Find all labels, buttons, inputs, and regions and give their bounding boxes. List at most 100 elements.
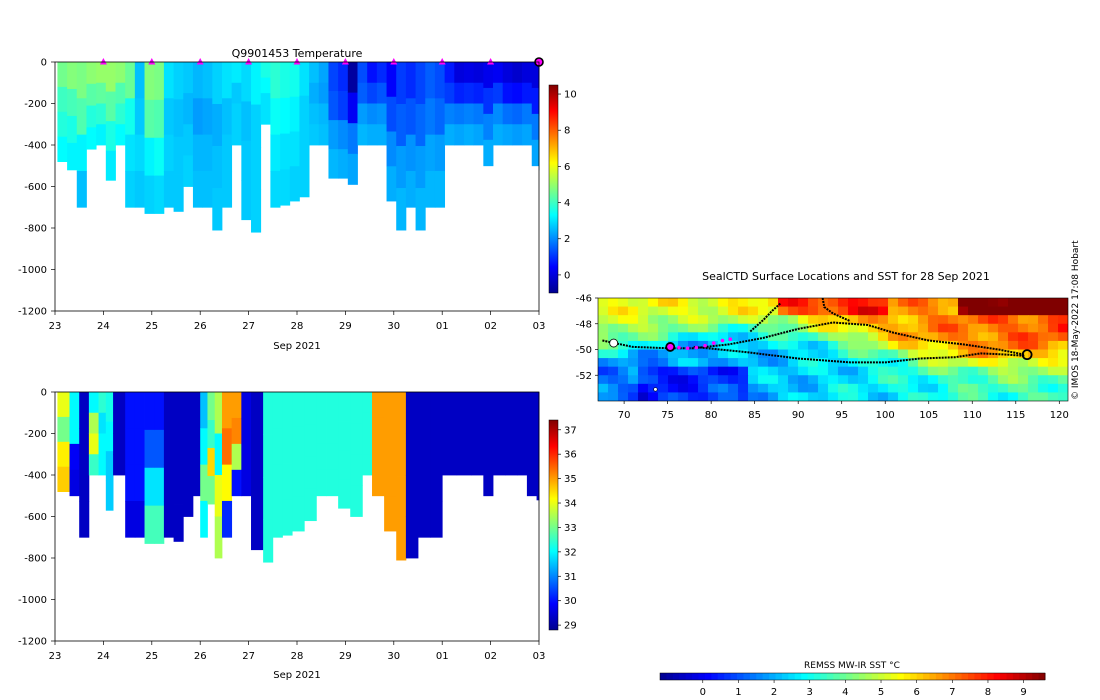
sst-colorbar-tick-label: 1 <box>735 687 741 698</box>
recent-position <box>728 337 733 342</box>
sst-cell <box>938 323 949 333</box>
sst-cell <box>1048 306 1059 316</box>
profile-cell <box>134 170 145 208</box>
salinity-colorbar <box>548 419 559 631</box>
sst-cell <box>938 375 949 385</box>
profile-cell <box>207 448 216 477</box>
profile-cell <box>299 95 310 130</box>
profile-cell <box>405 516 419 559</box>
sst-cell <box>608 349 619 359</box>
profile-cell <box>192 98 204 136</box>
sst-colorbar-segment <box>730 673 738 680</box>
profile-cell <box>526 469 537 497</box>
colorbar-tick-label: 0 <box>564 270 570 281</box>
sst-cell <box>1058 358 1068 368</box>
profile-cell <box>505 433 518 455</box>
x-tick-label: 01 <box>436 321 449 332</box>
sst-cell <box>758 392 769 401</box>
temperature-xlabel: Sep 2021 <box>273 341 320 352</box>
profile-cell <box>376 82 387 104</box>
sst-cell <box>1028 383 1039 394</box>
x-tick-label: 24 <box>97 321 110 332</box>
sst-cell <box>968 383 979 394</box>
sst-cell <box>658 358 669 368</box>
sst-cell <box>1038 383 1049 394</box>
sst-cell <box>988 315 999 325</box>
sst-cell <box>908 306 919 316</box>
sst-cell <box>1008 383 1019 394</box>
sst-cell <box>958 332 969 342</box>
sst-colorbar-segment <box>852 673 860 680</box>
sst-cell <box>688 306 699 316</box>
sst-cell <box>858 306 869 316</box>
sst-cell <box>618 306 629 316</box>
profile-cell <box>251 470 264 511</box>
profile-cell <box>418 464 431 502</box>
profile-cell <box>318 82 329 104</box>
sst-cell <box>938 332 949 342</box>
sst-cell <box>708 366 719 376</box>
sst-colorbar-segment <box>660 673 667 680</box>
profile-cell <box>473 124 484 146</box>
sst-cell <box>698 349 709 359</box>
sst-cell <box>658 332 669 342</box>
sst-cell <box>1018 340 1029 351</box>
sst-cell <box>958 392 969 401</box>
profile-cell <box>144 62 155 101</box>
sst-cell <box>738 332 749 342</box>
sst-cell <box>888 323 899 333</box>
profile-cell <box>96 62 107 84</box>
sst-cell <box>968 315 979 325</box>
sst-cell <box>638 332 649 342</box>
sst-cell <box>928 392 939 401</box>
sst-cell <box>648 358 659 368</box>
profile-cell <box>98 412 107 434</box>
sst-cell <box>598 392 609 401</box>
sst-cell <box>868 332 879 342</box>
sst-cell <box>758 315 769 325</box>
sst-cell <box>768 340 779 351</box>
sst-cell <box>978 306 989 316</box>
sst-colorbar-segment <box>794 673 802 680</box>
sst-colorbar-tick-label: 6 <box>913 687 919 698</box>
colorbar-tick-label: 31 <box>564 572 577 583</box>
profile-cell <box>289 62 300 98</box>
sst-cell <box>1008 375 1019 385</box>
profile-cell <box>241 180 252 221</box>
sst-colorbar: 0 1 2 3 4 5 6 7 8 9 <box>659 672 1046 698</box>
sst-cell <box>948 392 959 401</box>
profile-cell <box>471 433 484 455</box>
profile-cell <box>442 454 458 476</box>
sst-cell <box>798 332 809 342</box>
sst-cell <box>648 332 659 342</box>
sst-colorbar-segment <box>692 673 699 680</box>
sst-cell <box>1058 366 1068 376</box>
profile-cell <box>231 443 242 471</box>
sst-cell <box>718 323 729 333</box>
profile-cell <box>372 392 385 419</box>
sst-cell <box>808 323 819 333</box>
recent-position <box>677 345 681 350</box>
profile-cell <box>415 188 426 231</box>
profile-cell <box>231 469 242 497</box>
y-tick-label: -800 <box>24 224 47 235</box>
sst-cell <box>1008 358 1019 368</box>
profile-cell <box>69 469 80 497</box>
sst-cell <box>718 392 729 401</box>
sst-cell <box>978 315 989 325</box>
profile-cell <box>88 392 99 414</box>
sst-cell <box>1018 383 1029 394</box>
sst-cell <box>678 332 689 342</box>
sst-cell <box>1018 358 1029 368</box>
profile-cell <box>192 417 201 445</box>
profile-cell <box>522 124 533 146</box>
sst-cell <box>748 315 759 325</box>
sst-cell <box>948 315 959 325</box>
profile-cell <box>144 467 155 507</box>
sst-cell <box>818 332 829 342</box>
sst-cell <box>778 392 789 401</box>
sst-cell <box>908 349 919 359</box>
colorbar-tick-label: 36 <box>564 450 577 461</box>
profile-cell <box>396 62 407 105</box>
profile-cell <box>304 424 317 457</box>
